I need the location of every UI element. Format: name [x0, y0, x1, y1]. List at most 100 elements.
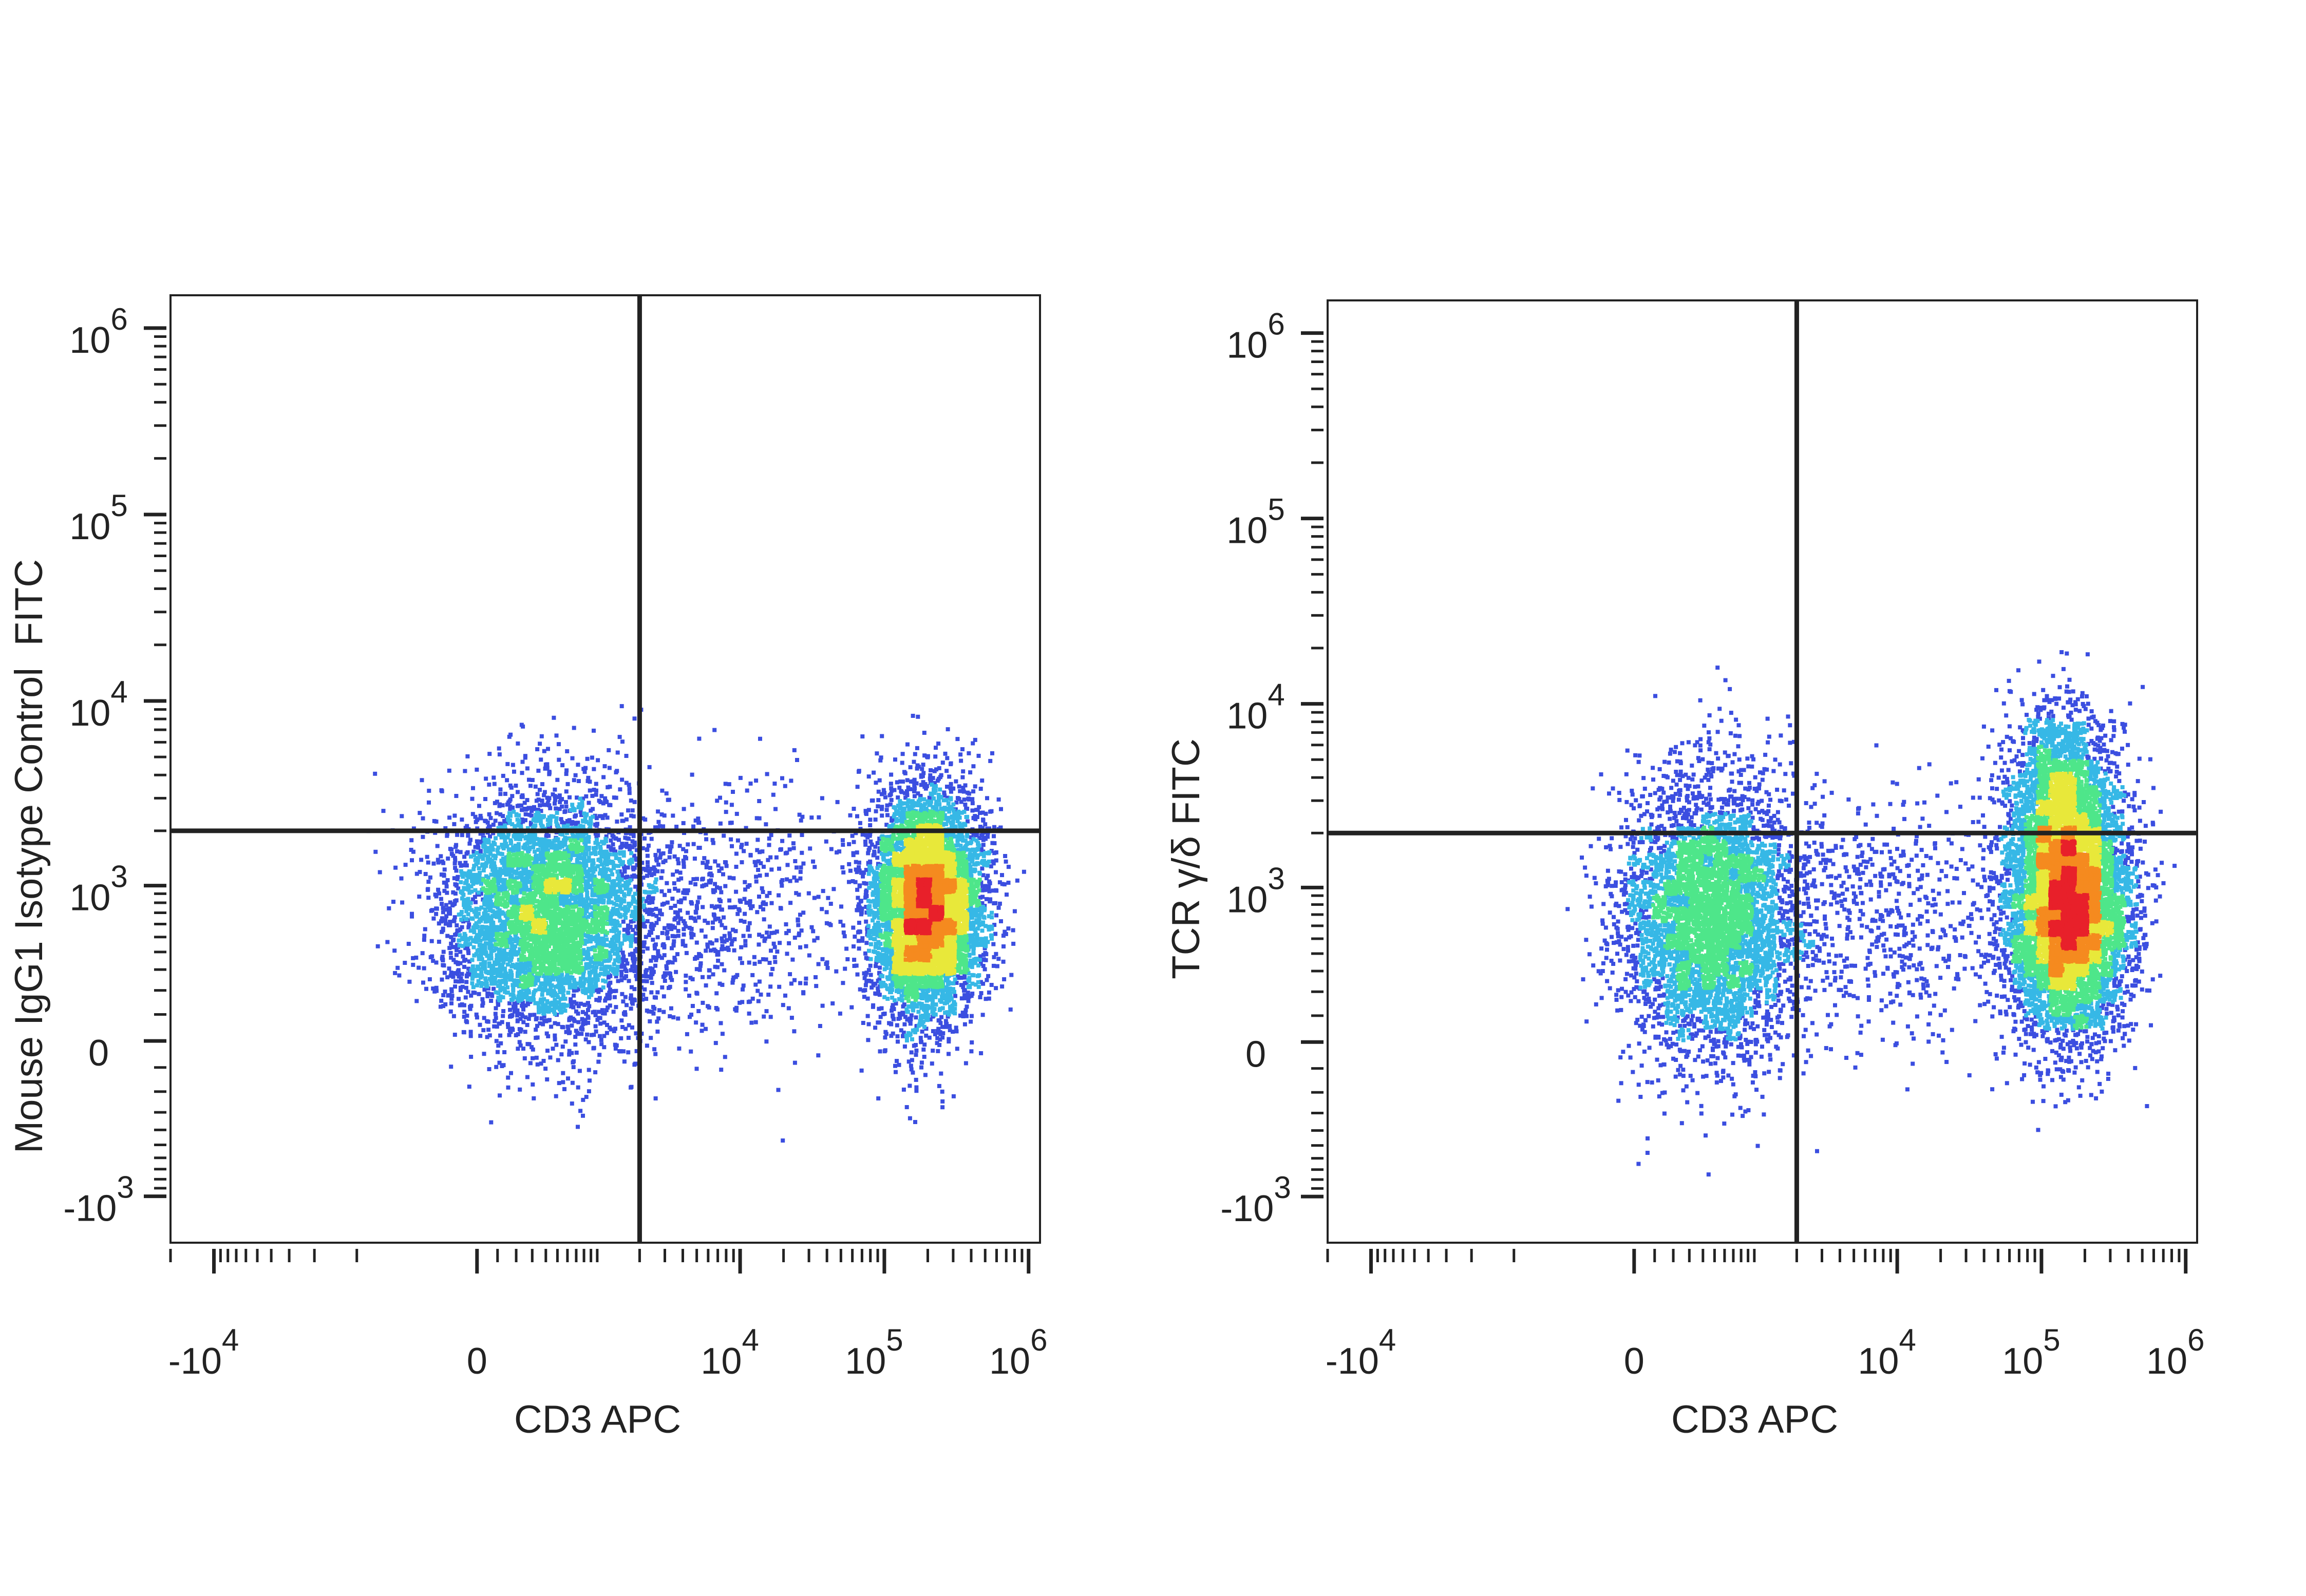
event-dot	[642, 987, 647, 992]
event-dot	[894, 1070, 898, 1074]
event-dot	[495, 800, 499, 804]
event-dot	[453, 984, 457, 989]
event-dot	[666, 797, 670, 802]
event-dot	[474, 921, 479, 925]
event-dot	[609, 919, 613, 923]
event-dot	[885, 803, 890, 808]
event-dot	[959, 996, 964, 1001]
event-dot	[581, 1097, 585, 1102]
event-dot	[750, 996, 755, 1001]
event-dot	[410, 911, 414, 916]
event-dot	[586, 1020, 590, 1025]
event-dot	[585, 956, 590, 960]
event-dot	[575, 852, 579, 857]
event-dot	[512, 870, 517, 875]
event-dot	[951, 1030, 955, 1034]
event-dot	[483, 963, 487, 967]
event-dot	[464, 980, 469, 984]
event-dot	[621, 919, 626, 924]
event-dot	[994, 888, 998, 892]
event-dot	[541, 1059, 546, 1063]
event-dot	[933, 1032, 937, 1036]
event-dot	[701, 861, 705, 865]
event-dot	[491, 831, 496, 835]
event-dot	[925, 1006, 930, 1011]
event-dot	[587, 856, 591, 860]
event-dot	[887, 863, 892, 867]
event-dot	[521, 845, 525, 850]
event-dot	[609, 1027, 613, 1032]
event-dot	[627, 890, 632, 895]
event-dot	[762, 1014, 766, 1019]
event-dot	[671, 1015, 676, 1020]
event-dot	[641, 993, 646, 997]
event-dot	[500, 1020, 504, 1024]
event-dot	[508, 804, 513, 809]
event-dot	[746, 927, 750, 932]
event-dot	[881, 855, 885, 860]
event-dot	[886, 962, 891, 966]
event-dot	[467, 959, 471, 964]
event-dot	[420, 778, 424, 783]
event-dot	[885, 997, 890, 1001]
event-dot	[592, 984, 596, 989]
event-dot	[573, 983, 577, 987]
event-dot	[994, 870, 998, 875]
event-dot	[489, 1120, 494, 1125]
event-dot	[449, 955, 453, 960]
event-dot	[656, 1016, 661, 1021]
event-dot	[611, 966, 616, 971]
event-dot	[595, 1018, 600, 1022]
event-dot	[519, 803, 524, 808]
event-dot	[927, 795, 932, 800]
event-dot	[695, 877, 699, 881]
event-dot	[722, 939, 727, 944]
event-dot	[720, 939, 725, 944]
event-dot	[539, 982, 544, 987]
event-dot	[479, 854, 484, 859]
event-dot	[622, 868, 627, 872]
event-dot	[866, 934, 871, 938]
event-dot	[601, 978, 606, 983]
event-dot	[905, 1017, 910, 1022]
event-dot	[470, 974, 475, 979]
event-dot	[599, 967, 603, 971]
event-dot	[585, 951, 590, 955]
event-dot	[475, 817, 480, 822]
event-dot	[786, 1006, 791, 1011]
event-dot	[976, 926, 980, 931]
event-dot	[864, 890, 868, 894]
event-dot	[640, 897, 645, 901]
event-dot	[759, 992, 763, 997]
event-dot	[484, 950, 488, 955]
event-dot	[875, 891, 879, 896]
event-dot	[994, 913, 998, 918]
event-dot	[479, 981, 483, 985]
event-dot	[584, 859, 589, 864]
event-dot	[797, 812, 802, 817]
event-dot	[538, 803, 542, 808]
event-dot	[471, 985, 476, 990]
event-dot	[498, 832, 503, 837]
event-dot	[523, 1003, 528, 1008]
event-dot	[592, 883, 597, 887]
event-dot	[567, 849, 572, 854]
event-dot	[554, 816, 559, 821]
event-dot	[578, 1109, 583, 1113]
event-dot	[981, 818, 986, 822]
event-dot	[495, 970, 500, 974]
event-dot	[923, 1011, 928, 1016]
event-dot	[598, 1021, 603, 1026]
event-dot	[514, 936, 518, 940]
event-dot	[520, 759, 525, 764]
event-dot	[866, 899, 871, 903]
event-dot	[540, 815, 545, 820]
event-dot	[502, 1050, 507, 1054]
event-dot	[987, 996, 991, 1001]
event-dot	[560, 797, 564, 802]
event-dot	[706, 944, 710, 949]
event-dot	[901, 1031, 906, 1035]
event-dot	[915, 763, 920, 768]
event-dot	[631, 928, 635, 932]
event-dot	[610, 949, 615, 954]
